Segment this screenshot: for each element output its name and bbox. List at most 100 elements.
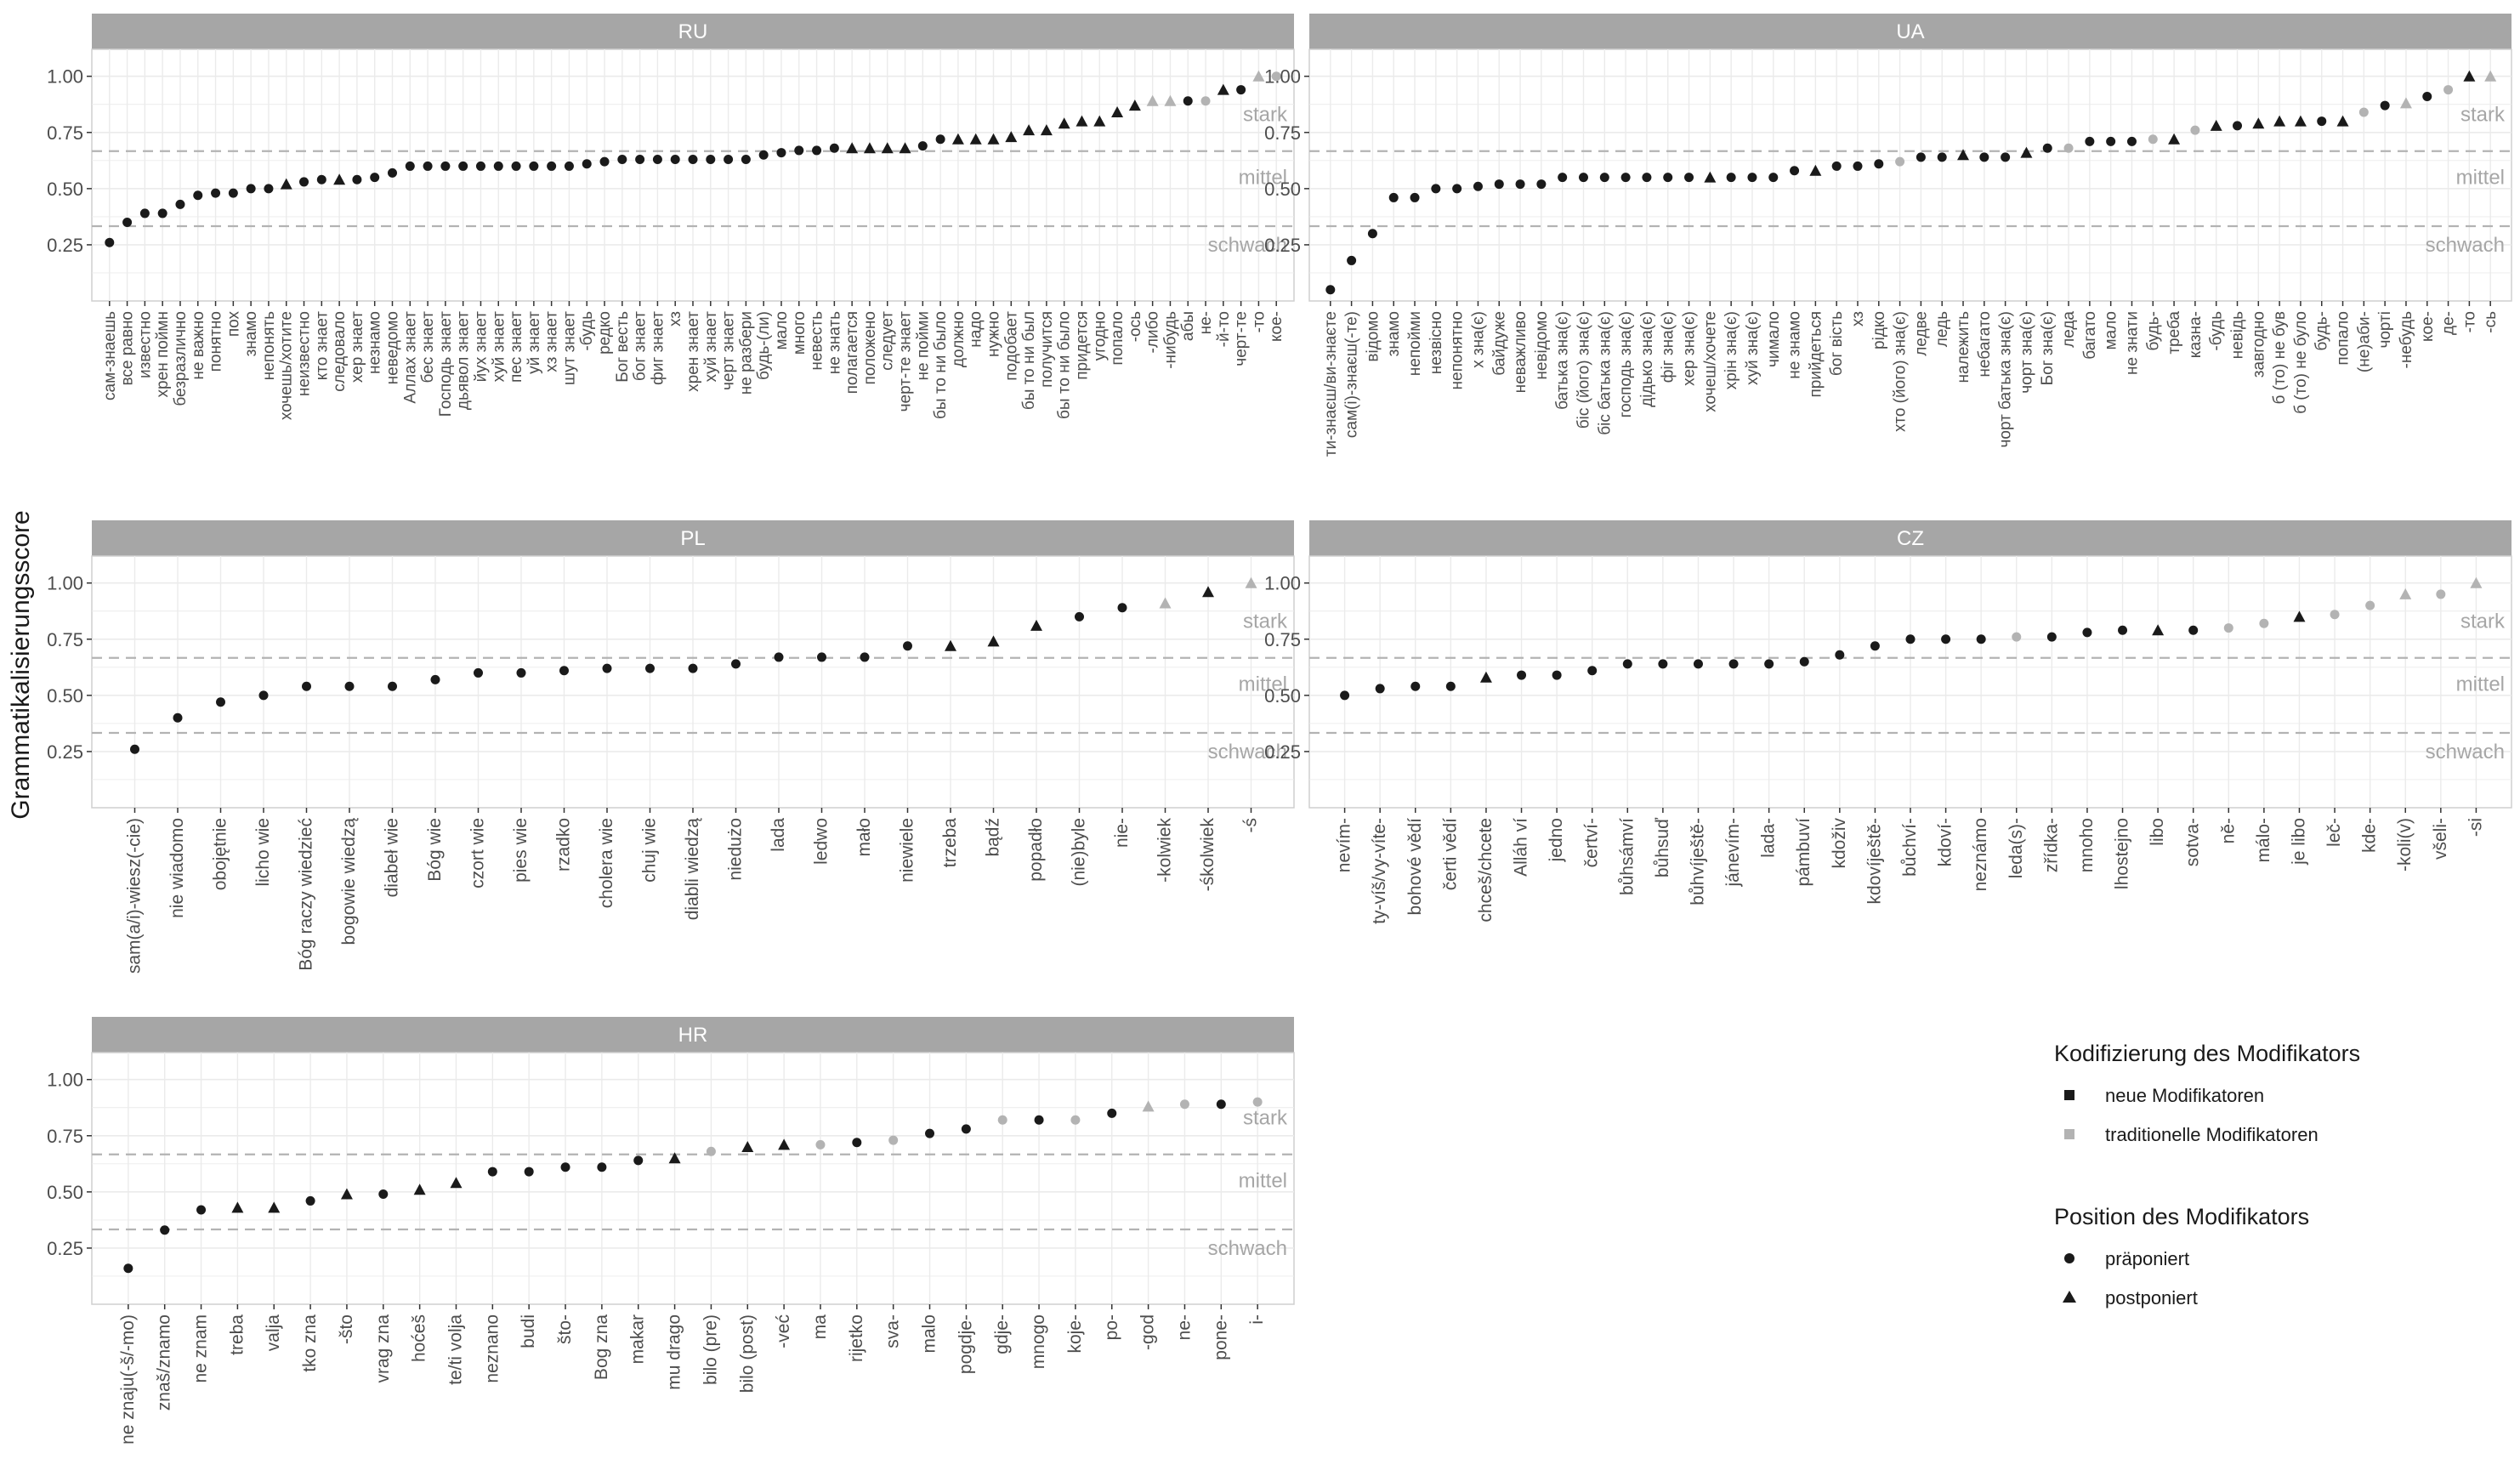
data-point-circle [860,652,870,662]
data-point-circle [1558,173,1568,183]
data-point-triangle [450,1177,463,1189]
data-point-triangle [881,142,894,154]
x-tick-label: завгодно [2250,311,2267,378]
data-point-circle [493,161,503,171]
data-point-circle [758,150,769,160]
x-tick-label: належить [1955,311,1972,383]
x-tick-label: дьявол знает [455,311,473,410]
x-tick-label: ne znam [191,1314,211,1383]
data-point-circle [1367,229,1377,239]
x-tick-label: будь-(ли) [755,311,773,380]
data-point-triangle [2399,97,2412,109]
data-point-circle [2330,610,2340,620]
y-tick-label: 0.25 [47,741,83,763]
data-point-circle [1905,634,1916,644]
data-point-circle [1347,255,1357,265]
data-point-triangle [1111,106,1124,117]
band-label: mittel [1239,167,1287,190]
data-point-triangle [1058,117,1070,129]
x-tick-label: leda(s)- [2006,818,2026,878]
y-tick-label: 0.75 [1264,629,1301,650]
x-tick-label: полагается [843,311,861,394]
data-point-circle [1941,634,1951,644]
data-point-circle [1747,173,1757,183]
data-point-circle [917,141,928,151]
x-tick-label: подобает [1002,311,1020,381]
legend-color-title: Kodifizierung des Modifikators [2054,1041,2360,1066]
data-point-circle [1183,96,1193,106]
data-point-circle [378,1189,389,1199]
data-point-triangle [2293,610,2306,622]
data-point-circle [2063,143,2074,153]
data-point-triangle [1202,586,1214,598]
data-point-circle [1728,659,1739,669]
data-point-circle [1388,192,1399,202]
x-tick-label: neznano [482,1314,502,1383]
x-tick-label: kdovíještě- [1864,818,1884,905]
legend-circle-icon [2064,1253,2074,1263]
data-point-circle [1445,681,1456,691]
x-tick-label: -god [1138,1314,1158,1350]
y-tick-label: 0.25 [1264,235,1301,256]
x-tick-label: trzeba [940,818,960,868]
y-tick-label: 0.75 [1264,122,1301,144]
x-tick-label: чимало [1765,311,1783,367]
data-point-circle [997,1115,1007,1125]
data-point-triangle [2399,588,2412,599]
x-tick-label: бы то ни был [1020,311,1038,410]
data-point-circle [617,155,627,164]
data-point-triangle [1252,70,1265,82]
x-tick-label: mu drago [665,1314,684,1390]
x-tick-label: -što [337,1314,356,1344]
legend-trad-swatch [2064,1129,2074,1139]
data-point-circle [2380,100,2390,111]
data-point-triangle [668,1152,681,1164]
data-point-circle [1853,161,1863,171]
x-tick-label: -koli(v) [2395,818,2415,871]
x-tick-label: je libo [2289,818,2308,866]
data-point-circle [474,667,483,678]
data-point-circle [1117,603,1127,613]
data-point-circle [2190,125,2200,135]
x-tick-label: Bog zna [592,1314,611,1380]
x-tick-label: vrag zna [373,1314,393,1383]
x-tick-label: -то [1250,311,1268,332]
data-point-circle [597,1162,607,1172]
data-point-triangle [2020,146,2033,158]
x-tick-label: должно [950,311,968,367]
y-tick-label: 1.00 [47,573,83,594]
x-tick-label: neznámo [1971,818,1990,891]
x-tick-label: -небудь [2398,311,2415,369]
x-tick-label: sva- [883,1314,903,1348]
x-tick-label: valja [264,1314,283,1352]
facet-title: CZ [1897,527,1924,550]
x-tick-label: i- [1247,1314,1267,1325]
x-tick-label: licho wie [253,818,273,887]
data-point-circle [829,143,839,153]
band-label: stark [1243,1107,1288,1130]
data-point-circle [1179,1099,1189,1110]
x-tick-label: хуй знает [490,311,508,383]
y-tick-label: 1.00 [47,66,83,88]
x-tick-label: хрін зна(є) [1723,311,1740,389]
x-tick-label: відомо [1364,311,1382,362]
x-tick-label: мало [2103,311,2120,350]
x-tick-label: бог знает [632,311,650,381]
data-point-triangle [1809,164,1822,176]
data-point-circle [524,1167,534,1177]
x-tick-label: фиг знает [649,311,667,385]
data-point-circle [1726,173,1736,183]
x-tick-label: не- [1197,311,1215,334]
data-point-triangle [1142,1100,1155,1112]
x-tick-label: сам(і)-знаєш(-те) [1343,311,1361,438]
x-tick-label: -već [774,1314,793,1348]
x-tick-label: ne- [1174,1314,1194,1340]
data-point-circle [1325,285,1336,295]
data-point-circle [935,134,945,145]
x-tick-label: не важно [190,311,207,380]
y-tick-label: 0.50 [1264,179,1301,200]
data-point-circle [1831,161,1842,171]
x-tick-label: málo- [2254,818,2273,863]
x-tick-label: непонять [260,311,278,380]
x-tick-label: нужно [985,311,1003,357]
